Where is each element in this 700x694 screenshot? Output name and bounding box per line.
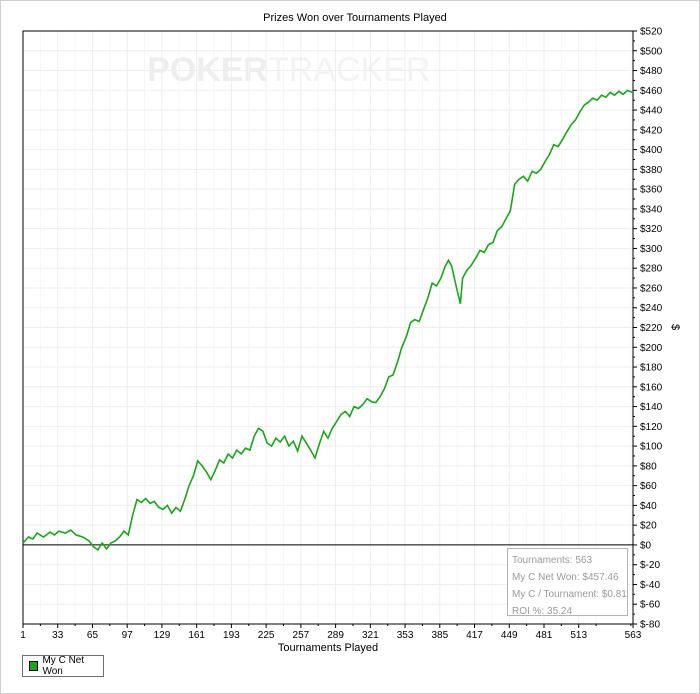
x-tick-label: 481 [536, 630, 553, 641]
y-tick-label: $-60 [640, 600, 660, 611]
x-tick-label: 33 [52, 630, 64, 641]
stats-box: Tournaments: 563 My C Net Won: $457.46 M… [507, 548, 628, 617]
y-tick-label: $40 [640, 501, 657, 512]
y-tick-label: $100 [640, 442, 663, 453]
y-tick-label: $500 [640, 46, 663, 57]
y-tick-label: $120 [640, 422, 663, 433]
x-tick-label: 417 [466, 630, 483, 641]
series-line-my-c-net-won [22, 89, 634, 552]
y-tick-label: $340 [640, 204, 663, 215]
legend: My C Net Won [22, 655, 104, 677]
y-tick-label: $280 [640, 264, 663, 275]
x-axis-title: Tournaments Played [278, 642, 378, 654]
y-axis: $520 $500 $480 $460 $440 $420 $400 $380 $360 $340… [633, 27, 663, 631]
y-tick-label: $400 [640, 145, 663, 156]
y-tick-label: $140 [640, 402, 663, 413]
y-tick-label: $60 [640, 481, 657, 492]
y-tick-label: $440 [640, 106, 663, 117]
y-tick-label: $0 [640, 540, 652, 551]
y-tick-label: $300 [640, 244, 663, 255]
y-tick-label: $20 [640, 521, 657, 532]
x-tick-label: 225 [258, 630, 275, 641]
y-tick-label: $460 [640, 86, 663, 97]
y-tick-label: $520 [640, 27, 663, 38]
x-tick-label: 193 [223, 630, 240, 641]
y-tick-label: $260 [640, 283, 663, 294]
legend-swatch [29, 661, 39, 671]
legend-label: My C Net Won [42, 655, 85, 677]
stats-roi: ROI %: 35.24 [512, 606, 573, 617]
y-tick-label: $200 [640, 343, 663, 354]
x-tick-label: 129 [154, 630, 171, 641]
y-tick-label: $420 [640, 125, 663, 136]
x-tick-label: 321 [362, 630, 379, 641]
y-tick-label: $480 [640, 66, 663, 77]
x-tick-label: 257 [293, 630, 310, 641]
watermark: POKER TRACKER [147, 51, 430, 89]
stats-tournaments: Tournaments: 563 [512, 555, 593, 566]
chart-title: Prizes Won over Tournaments Played [263, 12, 447, 24]
y-tick-label: $320 [640, 224, 663, 235]
y-tick-label: $-40 [640, 580, 660, 591]
x-tick-label: 513 [570, 630, 587, 641]
x-axis: 1 33 65 97 129 161 193 225 257 289 321 353 385 417 449… [20, 624, 642, 641]
y-tick-label: $220 [640, 323, 663, 334]
y-tick-label: $-20 [640, 560, 660, 571]
y-axis-title: $ [669, 324, 681, 330]
stats-net-won: My C Net Won: $457.46 [512, 572, 619, 583]
watermark-poker: POKER [147, 51, 268, 89]
x-tick-label: 353 [397, 630, 414, 641]
x-tick-label: 449 [501, 630, 518, 641]
x-tick-label: 563 [625, 630, 642, 641]
y-tick-label: $360 [640, 185, 663, 196]
y-tick-label: $80 [640, 461, 657, 472]
x-tick-label: 289 [327, 630, 344, 641]
x-tick-label: 1 [20, 630, 26, 641]
y-tick-label: $240 [640, 303, 663, 314]
x-tick-label: 385 [431, 630, 448, 641]
x-tick-label: 65 [87, 630, 99, 641]
y-tick-label: $160 [640, 382, 663, 393]
stats-per-tournament: My C / Tournament: $0.81 [512, 589, 627, 600]
x-tick-label: 161 [188, 630, 205, 641]
y-tick-label: $180 [640, 363, 663, 374]
y-tick-label: $380 [640, 165, 663, 176]
watermark-tracker: TRACKER [268, 51, 430, 89]
y-tick-label: $-80 [640, 620, 660, 631]
x-tick-label: 97 [122, 630, 134, 641]
grid-lines [22, 30, 634, 625]
